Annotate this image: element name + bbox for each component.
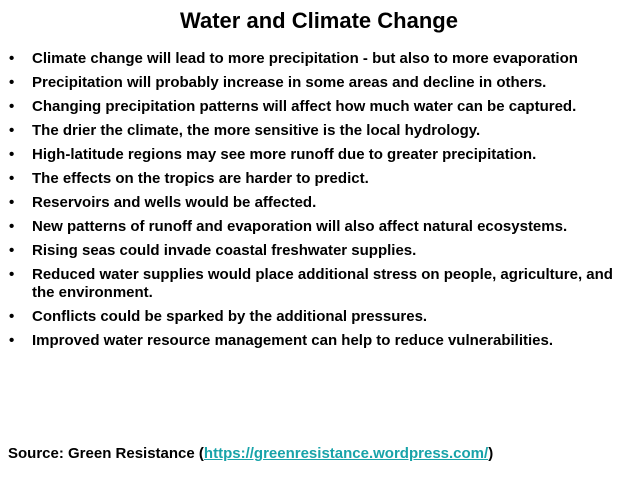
- source-suffix: ): [488, 445, 494, 462]
- bullet-item: • Rising seas could invade coastal fresh…: [8, 242, 633, 260]
- bullet-text: Improved water resource management can h…: [32, 332, 554, 349]
- bullet-icon: •: [9, 170, 15, 187]
- bullet-icon: •: [9, 242, 15, 259]
- bullet-icon: •: [9, 308, 15, 325]
- bullet-item: • Climate change will lead to more preci…: [8, 50, 633, 68]
- bullet-item: • The effects on the tropics are harder …: [8, 170, 633, 188]
- bullet-item: • New patterns of runoff and evaporation…: [8, 218, 633, 236]
- source-citation: Source: Green Resistance (https://greenr…: [8, 445, 633, 463]
- bullet-icon: •: [9, 98, 15, 115]
- bullet-list: • Climate change will lead to more preci…: [8, 50, 633, 356]
- bullet-text: Precipitation will probably increase in …: [32, 74, 547, 91]
- bullet-text: Reduced water supplies would place addit…: [32, 266, 613, 301]
- bullet-icon: •: [9, 50, 15, 67]
- source-link[interactable]: https://greenresistance.wordpress.com/: [203, 445, 489, 462]
- bullet-text: Reservoirs and wells would be affected.: [32, 194, 317, 211]
- source-prefix: Source: Green Resistance (: [8, 445, 204, 462]
- bullet-icon: •: [9, 194, 15, 211]
- bullet-item: • Conflicts could be sparked by the addi…: [8, 308, 633, 326]
- bullet-text: New patterns of runoff and evaporation w…: [32, 218, 568, 235]
- bullet-item: • The drier the climate, the more sensit…: [8, 122, 633, 140]
- bullet-icon: •: [9, 332, 15, 349]
- bullet-icon: •: [9, 74, 15, 91]
- slide-title: Water and Climate Change: [180, 8, 458, 33]
- bullet-item: • Reservoirs and wells would be affected…: [8, 194, 633, 212]
- bullet-item: • Changing precipitation patterns will a…: [8, 98, 633, 116]
- bullet-item: • Precipitation will probably increase i…: [8, 74, 633, 92]
- bullet-text: High-latitude regions may see more runof…: [32, 146, 537, 163]
- bullet-text: Conflicts could be sparked by the additi…: [32, 308, 428, 325]
- bullet-icon: •: [9, 146, 15, 163]
- bullet-item: • High-latitude regions may see more run…: [8, 146, 633, 164]
- bullet-text: The drier the climate, the more sensitiv…: [32, 122, 481, 139]
- bullet-text: Changing precipitation patterns will aff…: [32, 98, 577, 115]
- bullet-text: Climate change will lead to more precipi…: [32, 50, 578, 67]
- bullet-icon: •: [9, 266, 15, 283]
- bullet-item: • Improved water resource management can…: [8, 332, 633, 350]
- bullet-icon: •: [9, 122, 15, 139]
- bullet-text: Rising seas could invade coastal freshwa…: [32, 242, 417, 259]
- bullet-icon: •: [9, 218, 15, 235]
- bullet-item: • Reduced water supplies would place add…: [8, 266, 633, 302]
- bullet-text: The effects on the tropics are harder to…: [32, 170, 369, 187]
